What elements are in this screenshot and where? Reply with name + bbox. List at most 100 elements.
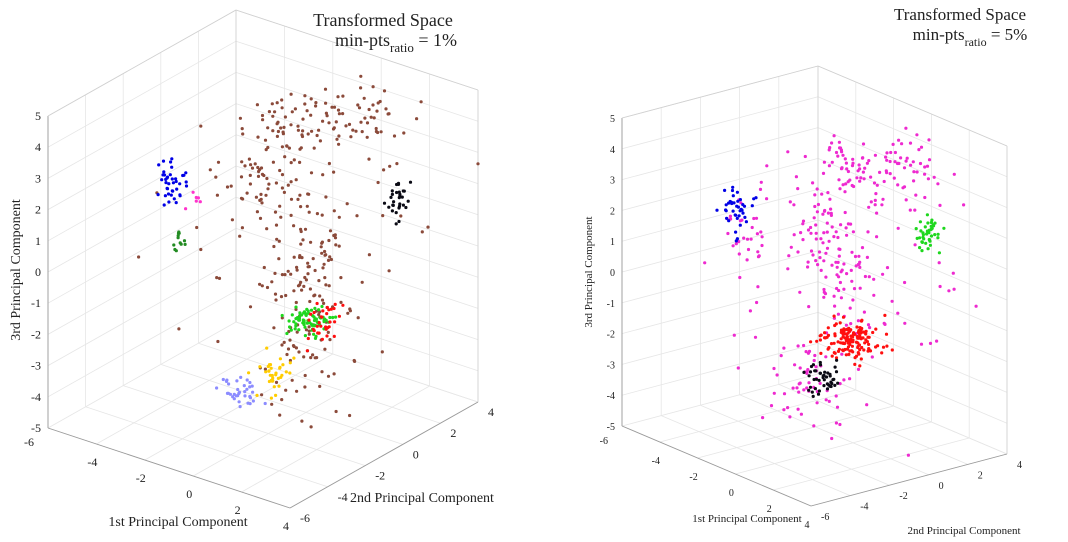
data-point-series-0	[240, 226, 244, 230]
data-point-series-0	[337, 142, 341, 146]
data-point-series-1	[737, 214, 741, 218]
data-point-series-6	[267, 363, 271, 367]
data-point-series-0	[317, 313, 321, 317]
data-point-series-3	[883, 313, 887, 317]
data-point-series-2	[398, 192, 402, 196]
data-point-series-0	[273, 210, 278, 214]
data-point-series-0	[302, 355, 306, 359]
data-point-series-0	[267, 110, 271, 114]
data-point-series-2	[394, 211, 398, 215]
data-point-series-0	[304, 278, 308, 282]
data-point-series-0	[318, 139, 322, 143]
grid-line	[47, 165, 237, 273]
data-point-series-0	[367, 107, 371, 112]
data-point-series-4	[812, 377, 816, 382]
data-point-series-3	[853, 362, 857, 366]
data-point-series-0	[289, 92, 293, 96]
data-point-series-3	[836, 340, 840, 344]
data-point-series-1	[162, 173, 167, 177]
data-point-series-0	[273, 271, 277, 275]
data-point-series-0	[814, 237, 818, 241]
data-point-series-0	[333, 233, 337, 237]
data-point-series-0	[341, 94, 345, 98]
data-point-series-1	[160, 178, 164, 182]
data-point-series-3	[839, 328, 844, 332]
data-point-series-2	[395, 190, 399, 195]
data-point-series-6	[247, 371, 251, 375]
data-point-series-0	[849, 322, 853, 326]
data-point-series-4	[830, 381, 834, 386]
data-point-series-7	[263, 401, 267, 406]
data-point-series-0	[270, 102, 274, 106]
data-point-series-0	[927, 158, 932, 162]
data-point-series-0	[275, 101, 279, 105]
data-point-series-3	[312, 318, 317, 323]
grid-line	[47, 290, 237, 398]
grid-line	[47, 40, 237, 148]
data-point-series-0	[840, 166, 844, 170]
data-point-series-0	[811, 181, 815, 185]
data-point-series-3	[309, 322, 313, 326]
data-point-series-0	[328, 255, 332, 259]
data-point-series-0	[872, 293, 876, 297]
grid-line	[659, 389, 856, 443]
y-tick-label: -2	[899, 491, 907, 502]
data-point-series-2	[401, 203, 405, 207]
data-point-series-0	[255, 210, 259, 214]
data-point-series-1	[174, 177, 178, 181]
data-point-series-5	[341, 303, 345, 307]
data-point-series-0	[360, 130, 364, 134]
z-tick-label: -1	[607, 299, 615, 310]
data-point-series-0	[813, 353, 817, 358]
data-point-series-0	[260, 201, 264, 205]
data-point-series-0	[273, 110, 277, 114]
data-point-series-7	[238, 405, 242, 409]
data-point-series-4	[822, 384, 826, 388]
data-point-series-0	[759, 180, 763, 184]
data-point-series-0	[320, 240, 324, 244]
data-point-series-2	[920, 249, 924, 253]
data-point-series-0	[303, 275, 307, 280]
grid-line	[193, 369, 382, 477]
data-point-series-0	[289, 180, 293, 184]
data-point-series-0	[928, 341, 933, 345]
data-point-series-2	[397, 206, 401, 210]
data-point-series-0	[295, 268, 299, 272]
data-point-series-0	[296, 128, 300, 132]
data-point-series-0	[339, 300, 343, 304]
z-tick-label: 5	[610, 114, 615, 125]
data-point-series-3	[832, 341, 836, 345]
data-point-series-0	[807, 305, 811, 309]
data-point-series-0	[769, 404, 774, 408]
y-tick-label: -6	[821, 512, 829, 523]
data-point-series-0	[317, 128, 321, 132]
data-point-series-0	[824, 275, 828, 279]
data-point-series-0	[896, 183, 900, 187]
data-point-series-0	[363, 116, 367, 120]
data-point-series-0	[367, 157, 371, 161]
data-point-series-0	[852, 287, 857, 291]
data-point-series-0	[300, 419, 304, 423]
data-point-series-1	[170, 165, 174, 169]
data-point-series-0	[330, 105, 334, 109]
data-point-series-1	[168, 173, 172, 177]
data-point-series-5	[332, 334, 336, 338]
data-point-series-0	[309, 113, 313, 117]
data-point-series-0	[782, 346, 786, 350]
data-point-series-0	[255, 103, 259, 107]
z-tick-label: 1	[35, 234, 41, 248]
data-point-series-1	[724, 203, 728, 207]
grid-line	[817, 281, 1008, 362]
data-point-series-0	[294, 178, 298, 182]
data-point-series-0	[974, 304, 978, 308]
data-point-series-0	[387, 269, 391, 273]
data-point-series-0	[837, 275, 841, 279]
data-point-series-6	[269, 396, 273, 400]
grid-line	[47, 72, 237, 179]
data-point-series-0	[195, 225, 199, 230]
data-point-series-0	[797, 390, 801, 394]
data-point-series-0	[253, 162, 257, 166]
data-point-series-4	[828, 384, 832, 388]
chart-title-line2: min-ptsratio = 5%	[913, 25, 1028, 49]
data-point-series-3	[829, 342, 834, 346]
